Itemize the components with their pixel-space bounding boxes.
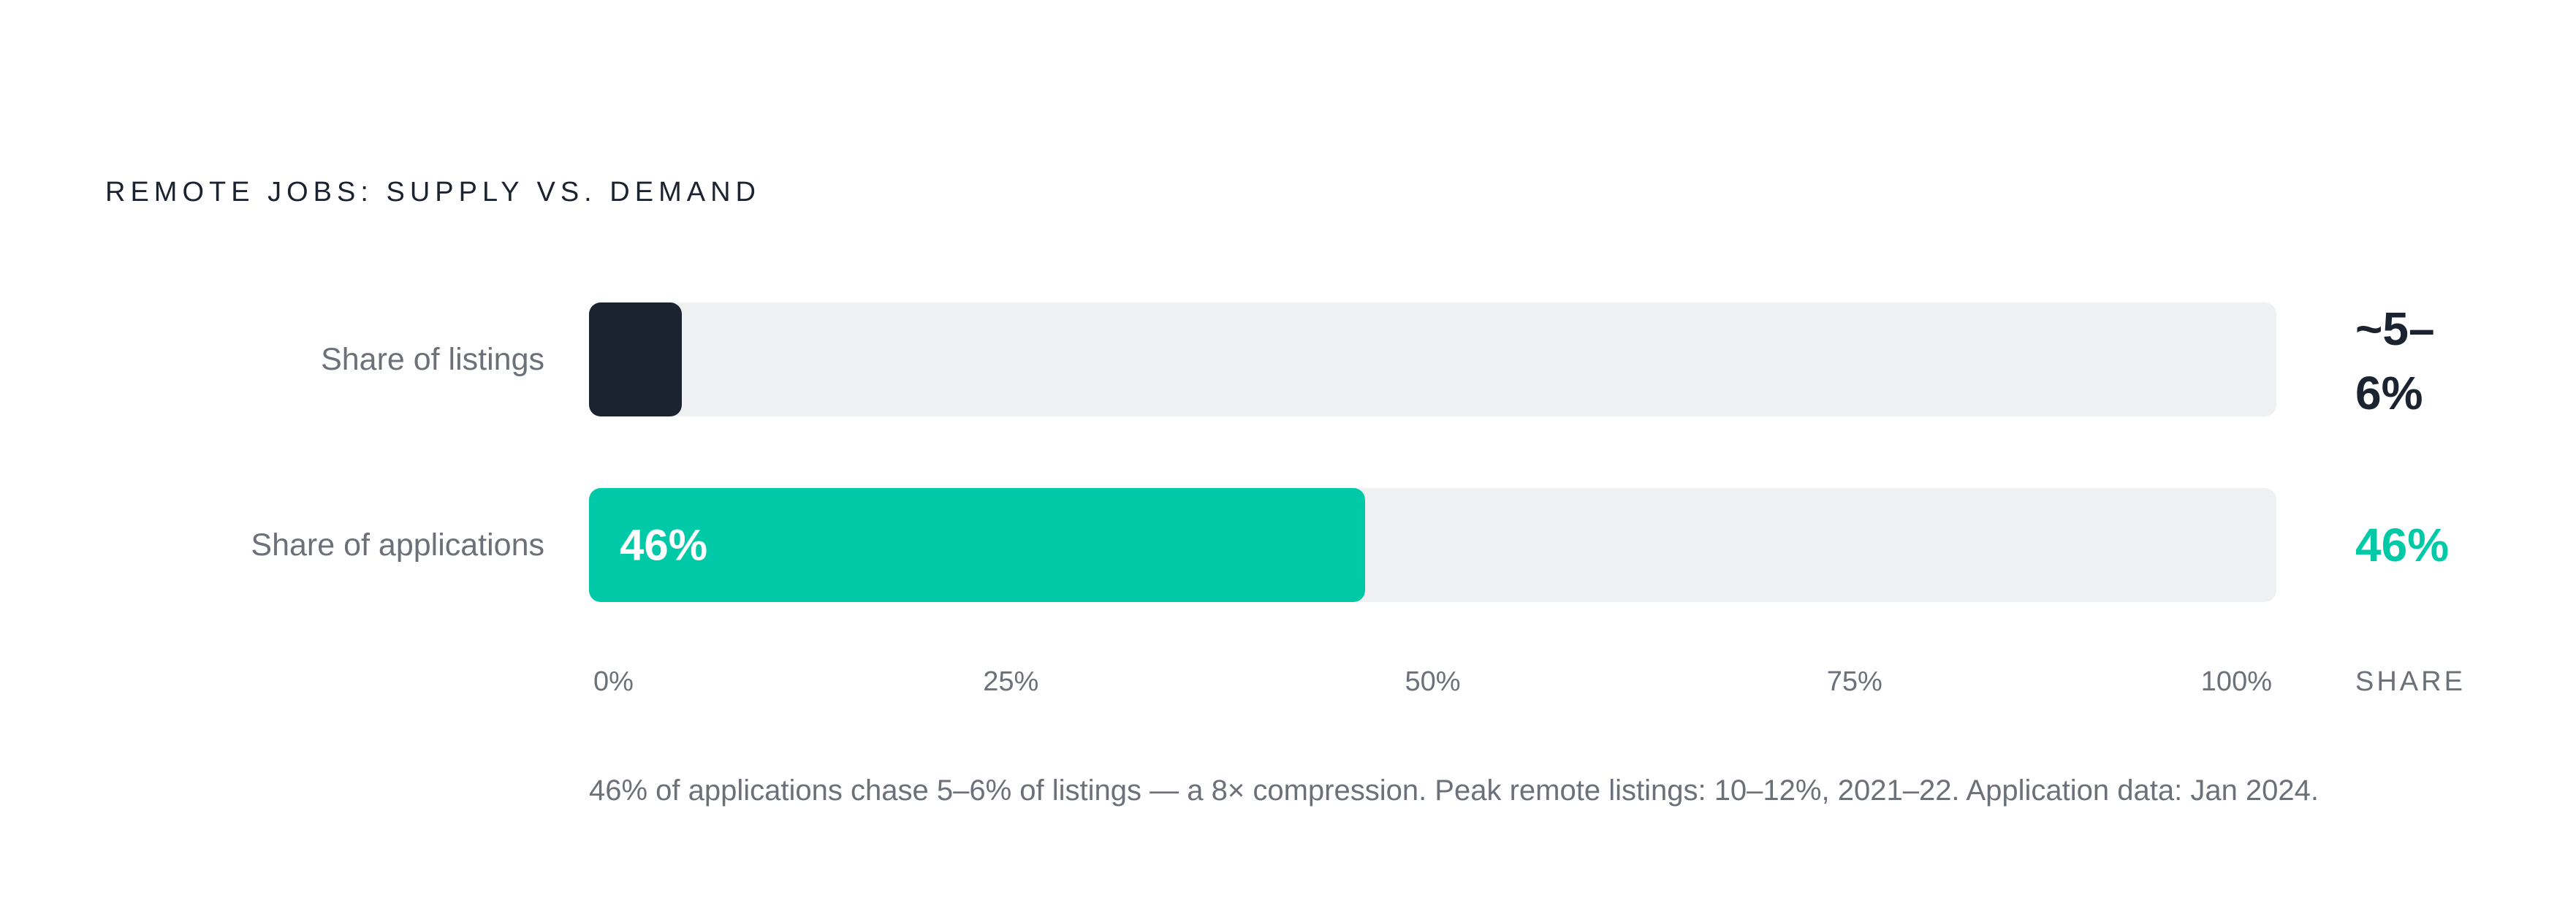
bar-track-applications: 46% (589, 488, 2276, 602)
value-label-listings: ~5–6% (2355, 302, 2435, 419)
value-label-applications: 46% (2355, 519, 2450, 571)
x-tick-label: 25% (983, 666, 1039, 697)
bar-listings (589, 302, 682, 416)
chart-title: REMOTE JOBS: SUPPLY VS. DEMAND (105, 177, 761, 207)
x-tick-label: 0% (593, 666, 634, 697)
x-tick-label: 75% (1826, 666, 1882, 697)
bar-track-listings (589, 302, 2276, 416)
chart-annotation: 46% of applications chase 5–6% of listin… (589, 774, 2319, 807)
bar-applications: 46% (589, 488, 1366, 602)
share-column-header: SHARE (2355, 666, 2466, 697)
row-label-listings: Share of listings (321, 342, 544, 377)
bar-inner-label-applications: 46% (620, 520, 708, 570)
x-tick-label: 100% (2200, 666, 2272, 697)
row-label-applications: Share of applications (251, 528, 544, 563)
x-tick-label: 50% (1405, 666, 1461, 697)
